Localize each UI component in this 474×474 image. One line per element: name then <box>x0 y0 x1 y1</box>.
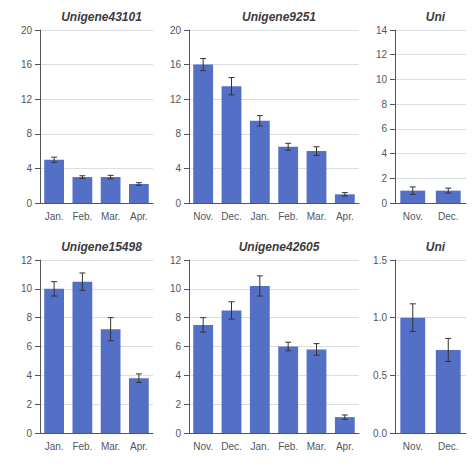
svg-text:Feb.: Feb. <box>278 441 298 452</box>
svg-text:10: 10 <box>21 283 33 294</box>
svg-text:Jan.: Jan. <box>250 211 269 222</box>
svg-text:Feb.: Feb. <box>72 441 92 452</box>
svg-text:8: 8 <box>175 128 181 139</box>
svg-text:10: 10 <box>376 74 388 85</box>
svg-text:Unigene42605: Unigene42605 <box>239 240 320 254</box>
svg-text:4: 4 <box>26 163 32 174</box>
svg-text:16: 16 <box>170 59 182 70</box>
svg-text:12: 12 <box>170 255 182 266</box>
svg-text:8: 8 <box>175 312 181 323</box>
svg-text:4: 4 <box>381 148 387 159</box>
svg-text:Apr.: Apr. <box>336 211 354 222</box>
svg-text:Nov.: Nov. <box>193 211 213 222</box>
svg-text:1.5: 1.5 <box>373 255 387 266</box>
svg-text:Apr.: Apr. <box>130 441 148 452</box>
svg-text:Mar.: Mar. <box>101 211 120 222</box>
svg-text:Mar.: Mar. <box>307 441 326 452</box>
svg-text:Mar.: Mar. <box>307 211 326 222</box>
svg-text:Nov.: Nov. <box>403 441 423 452</box>
svg-text:12: 12 <box>21 94 33 105</box>
svg-text:16: 16 <box>21 59 33 70</box>
svg-text:Nov.: Nov. <box>193 441 213 452</box>
svg-text:Apr.: Apr. <box>130 211 148 222</box>
svg-text:Mar.: Mar. <box>101 441 120 452</box>
svg-text:Jan.: Jan. <box>45 211 64 222</box>
svg-text:6: 6 <box>175 341 181 352</box>
svg-text:0.5: 0.5 <box>373 370 387 381</box>
svg-text:Unigene15498: Unigene15498 <box>61 240 142 254</box>
svg-text:Jan.: Jan. <box>45 441 64 452</box>
svg-text:Feb.: Feb. <box>72 211 92 222</box>
svg-text:Dec.: Dec. <box>221 441 242 452</box>
svg-text:12: 12 <box>170 94 182 105</box>
svg-text:8: 8 <box>26 312 32 323</box>
svg-text:8: 8 <box>26 128 32 139</box>
svg-text:Unigene9251: Unigene9251 <box>242 10 316 24</box>
svg-text:Nov.: Nov. <box>403 211 423 222</box>
svg-text:4: 4 <box>175 370 181 381</box>
svg-text:2: 2 <box>175 399 181 410</box>
svg-text:8: 8 <box>381 99 387 110</box>
svg-text:12: 12 <box>21 255 33 266</box>
svg-text:4: 4 <box>26 370 32 381</box>
svg-text:14: 14 <box>376 25 388 36</box>
svg-text:0.0: 0.0 <box>373 428 387 439</box>
svg-text:4: 4 <box>175 163 181 174</box>
svg-text:20: 20 <box>21 25 33 36</box>
svg-text:0: 0 <box>26 198 32 209</box>
svg-text:2: 2 <box>381 173 387 184</box>
svg-text:Dec.: Dec. <box>438 441 459 452</box>
svg-text:0: 0 <box>26 428 32 439</box>
svg-text:0: 0 <box>381 198 387 209</box>
svg-text:10: 10 <box>170 283 182 294</box>
svg-text:6: 6 <box>26 341 32 352</box>
svg-text:20: 20 <box>170 25 182 36</box>
svg-text:Apr.: Apr. <box>336 441 354 452</box>
svg-text:2: 2 <box>26 399 32 410</box>
svg-text:6: 6 <box>381 123 387 134</box>
svg-text:Dec.: Dec. <box>438 211 459 222</box>
svg-text:1.0: 1.0 <box>373 312 387 323</box>
svg-text:Jan.: Jan. <box>250 441 269 452</box>
svg-text:Dec.: Dec. <box>221 211 242 222</box>
svg-text:0: 0 <box>175 198 181 209</box>
svg-text:Feb.: Feb. <box>278 211 298 222</box>
svg-text:Uni: Uni <box>426 240 446 254</box>
svg-text:Unigene43101: Unigene43101 <box>61 10 142 24</box>
svg-text:12: 12 <box>376 49 388 60</box>
svg-text:0: 0 <box>175 428 181 439</box>
svg-text:Uni: Uni <box>426 10 446 24</box>
